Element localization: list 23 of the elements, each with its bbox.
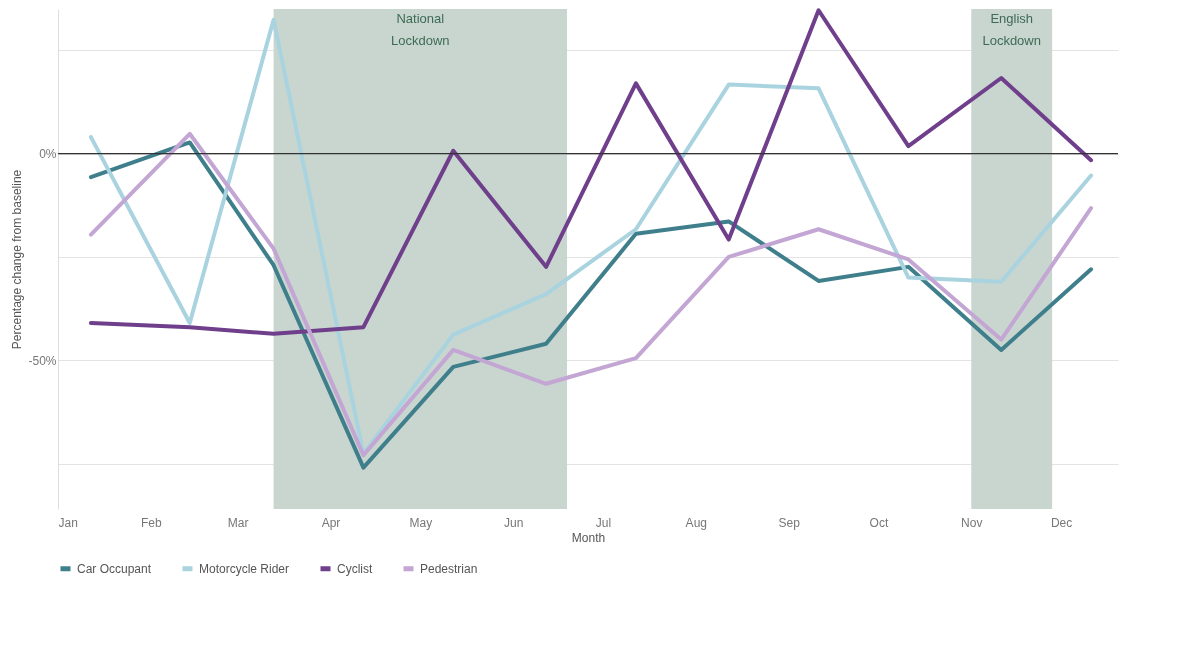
x-axis-title: Month — [571, 530, 606, 545]
legend-label: Pedestrian — [420, 561, 478, 576]
x-tick-label: Jan — [58, 515, 78, 530]
y-axis-title: Percentage change from baseline — [10, 169, 25, 350]
legend-label: Car Occupant — [77, 561, 152, 576]
legend-label: Motorcycle Rider — [199, 561, 290, 576]
line-series — [88, 8, 1094, 336]
legend-label: Cyclist — [337, 561, 373, 576]
x-tick-label: Dec — [1050, 515, 1073, 530]
band-label: National Lockdown — [391, 11, 450, 48]
band-label: English Lockdown — [982, 11, 1041, 48]
x-tick-label: Nov — [961, 515, 983, 530]
x-tick-label: Mar — [227, 515, 249, 530]
x-tick-label: Sep — [778, 515, 801, 530]
y-tick-label: 0% — [39, 147, 57, 162]
x-tick-label: Oct — [869, 515, 889, 530]
x-tick-label: Aug — [685, 515, 707, 530]
y-tick-label: -50% — [28, 353, 57, 368]
x-tick-label: Jun — [503, 515, 524, 530]
x-tick-label: Jul — [595, 515, 612, 530]
x-tick-label: May — [409, 515, 433, 530]
x-tick-label: Apr — [321, 515, 341, 530]
x-tick-label: Feb — [140, 515, 162, 530]
